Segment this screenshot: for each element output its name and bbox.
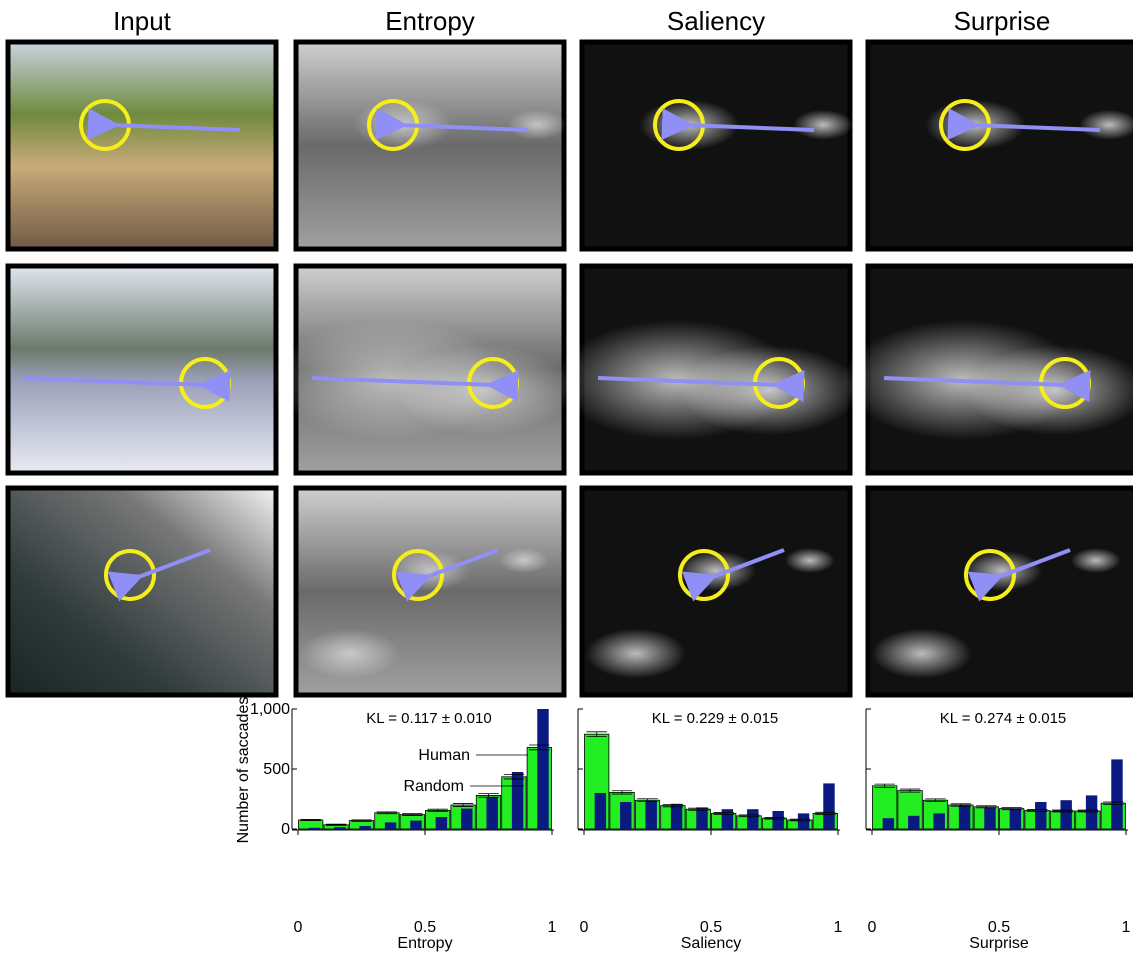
human-bar [436,817,447,829]
human-bar [486,797,497,829]
human-bar [385,822,396,829]
human-bar [537,709,548,829]
x-tick-label: 1 [548,919,557,936]
map-blob [872,629,972,679]
map-blob [586,629,686,679]
human-bar [908,816,919,829]
column-header: Saliency [667,6,765,36]
y-tick-label: 500 [263,761,290,778]
image-panels [8,42,1133,695]
human-bar [461,809,472,829]
column-header: Surprise [954,6,1051,36]
x-tick-label: 0.5 [988,919,1010,936]
x-axis-label: Saliency [681,935,741,952]
human-bar [309,828,320,829]
human-bar [823,783,834,829]
y-tick-label: 0 [281,821,290,838]
column-header: Entropy [385,6,475,36]
map-blob [300,629,400,679]
x-tick-label: 1 [1122,919,1131,936]
human-bar [671,804,682,829]
figure: Input Entropy Saliency Surprise KL = 0.117 ±… [0,0,1133,958]
human-bar [772,811,783,829]
human-bar [620,802,631,829]
human-bar [1035,802,1046,829]
human-bar [933,813,944,829]
human-bar [959,806,970,829]
human-bar [883,818,894,829]
map-blob [680,345,860,435]
human-bar [512,772,523,829]
map-blob [785,548,835,573]
x-tick-label: 0 [294,919,303,936]
human-bar [334,827,345,829]
x-tick-label: 0.5 [414,919,436,936]
x-tick-label: 0.5 [700,919,722,936]
legend-label: Random [404,778,464,795]
chart-title: KL = 0.229 ± 0.015 [652,710,779,727]
human-bar [410,821,421,829]
x-tick-label: 0 [580,919,589,936]
chart-title: KL = 0.274 ± 0.015 [940,710,1067,727]
x-tick-label: 0 [868,919,877,936]
chart-title: KL = 0.117 ± 0.010 [366,710,491,727]
y-tick-label: 1,000 [250,701,290,718]
x-tick-label: 1 [834,919,843,936]
column-header: Input [113,6,172,36]
human-bar [1111,759,1122,829]
human-bar [595,793,606,829]
x-axis-label: Surprise [969,935,1029,952]
map-blob [507,110,567,140]
image-panel [8,42,276,249]
x-axis-label: Entropy [397,935,452,952]
human-bar [645,801,656,829]
map-blob [793,110,853,140]
legend-label: Human [418,747,470,764]
image-panel [8,266,276,473]
image-panel [8,488,276,695]
human-bar [359,826,370,829]
y-axis-label: Number of saccades [235,697,252,844]
human-bar [747,809,758,829]
map-blob [499,548,549,573]
human-bar [1060,800,1071,829]
random-bar [299,820,323,829]
map-blob [394,345,574,435]
human-bar [984,807,995,829]
human-bar [1010,809,1021,829]
map-blob [1071,548,1121,573]
